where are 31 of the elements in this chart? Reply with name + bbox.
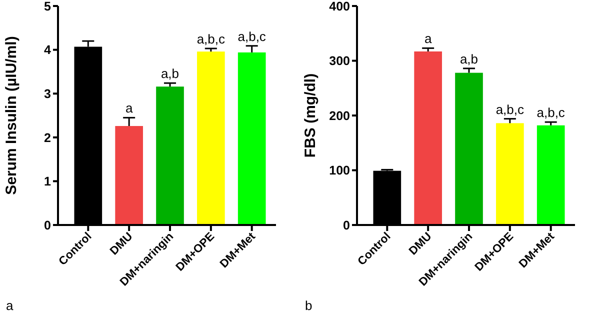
bar — [536, 125, 565, 225]
y-tick-label: 2 — [44, 130, 52, 145]
y-tick-label: 1 — [44, 174, 52, 189]
annotation: a,b,c — [536, 105, 566, 120]
annotation: a,b — [160, 66, 180, 82]
bar — [197, 52, 225, 225]
annotation: a — [424, 31, 432, 46]
y-tick-label: 100 — [329, 164, 350, 178]
bar — [238, 52, 266, 225]
y-tick-label: 300 — [329, 54, 350, 68]
bar — [414, 51, 442, 225]
y-tick-label: 4 — [44, 43, 52, 58]
annotation: a,b,c — [196, 31, 226, 46]
text: b — [305, 298, 312, 313]
bar — [156, 86, 184, 225]
y-tick-label: 200 — [329, 108, 350, 123]
text: a — [6, 298, 14, 313]
annotation: a,b,c — [496, 102, 525, 117]
y-tick-label: 400 — [329, 0, 350, 14]
y-tick-label: 3 — [44, 86, 52, 101]
y-tick-label: 0 — [44, 218, 52, 232]
annotation: a,b — [460, 51, 478, 66]
annotation: a,b,c — [238, 28, 266, 44]
bar — [115, 126, 143, 225]
bar — [496, 123, 524, 225]
y-axis-title: FBS (mg/dl) — [302, 73, 319, 158]
annotation: a — [125, 100, 134, 116]
y-axis-title: Serum Insulin (µIU/ml) — [3, 36, 20, 195]
y-tick-label: 0 — [343, 218, 350, 232]
y-tick-label: 5 — [44, 0, 52, 14]
bar — [455, 72, 483, 225]
